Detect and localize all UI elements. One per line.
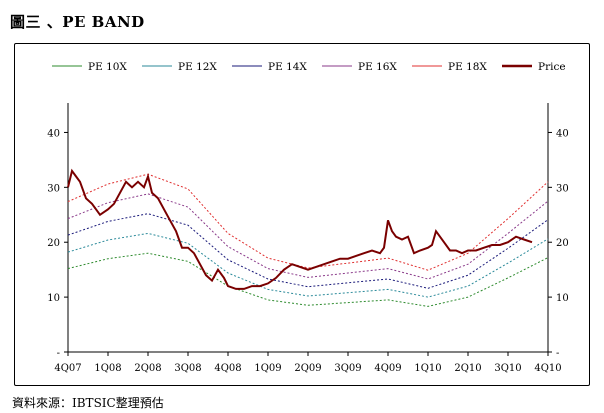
legend-label: PE 14X xyxy=(268,61,307,73)
source-note: 資料來源：IBTSIC整理預估 xyxy=(12,396,164,410)
chart-title: 圖三 、PE BAND xyxy=(10,13,145,31)
legend-label: Price xyxy=(538,61,566,73)
chart-frame xyxy=(14,43,590,386)
x-tick-label: 2Q09 xyxy=(294,363,321,374)
x-tick-label: 4Q09 xyxy=(374,363,401,374)
y-tick-label-left: 40 xyxy=(47,128,60,139)
series-line-price xyxy=(67,168,533,290)
y-tick-label-left: - xyxy=(57,348,60,359)
legend-label: PE 16X xyxy=(358,61,397,73)
y-tick-label-right: 30 xyxy=(556,183,569,194)
y-tick-label-right: 40 xyxy=(556,128,569,139)
y-tick-label-left: 10 xyxy=(47,293,60,304)
x-tick-label: 1Q09 xyxy=(254,363,281,374)
x-tick-label: 4Q08 xyxy=(214,363,241,374)
x-tick-label: 2Q08 xyxy=(134,363,161,374)
y-tick-label-right: - xyxy=(556,348,559,359)
series-line-pe10x xyxy=(67,252,549,307)
legend-label: PE 18X xyxy=(448,61,487,73)
x-tick-label: 2Q10 xyxy=(454,363,481,374)
legend-label: PE 12X xyxy=(178,61,217,73)
series-line-pe18x xyxy=(67,173,549,271)
y-tick-label-right: 10 xyxy=(556,293,569,304)
y-tick-label-left: 30 xyxy=(47,183,60,194)
legend-label: PE 10X xyxy=(88,61,127,73)
x-tick-label: 4Q07 xyxy=(54,363,81,374)
x-tick-label: 3Q09 xyxy=(334,363,361,374)
x-tick-label: 1Q08 xyxy=(94,363,121,374)
x-tick-label: 1Q10 xyxy=(414,363,441,374)
x-tick-label: 4Q10 xyxy=(534,363,561,374)
y-tick-label-right: 20 xyxy=(556,238,569,249)
series-line-pe12x xyxy=(67,232,549,298)
x-tick-label: 3Q10 xyxy=(494,363,521,374)
y-tick-label-left: 20 xyxy=(47,238,60,249)
series-line-pe16x xyxy=(67,193,549,280)
x-tick-label: 3Q08 xyxy=(174,363,201,374)
